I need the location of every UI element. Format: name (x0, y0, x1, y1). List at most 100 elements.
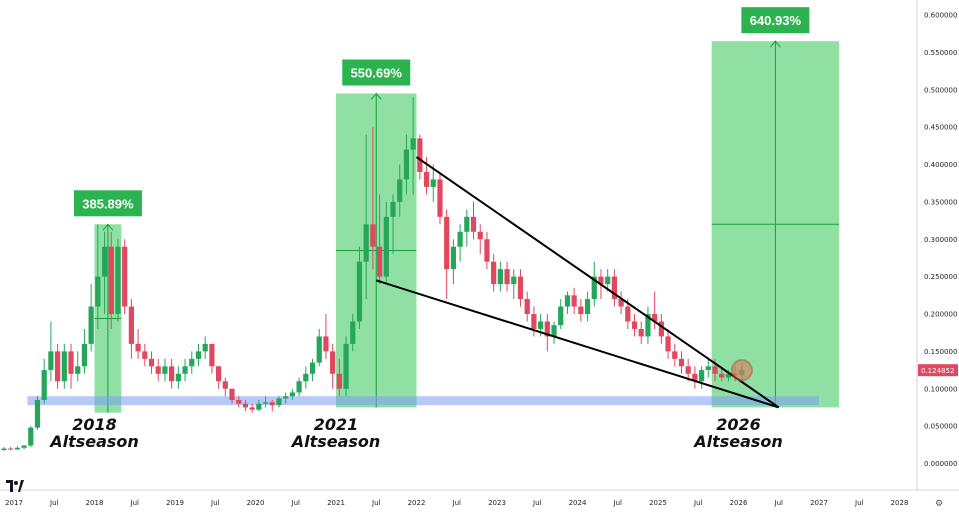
y-tick-label: 0.300000 (924, 236, 957, 244)
candle-body (343, 343, 349, 389)
candle-body (658, 321, 664, 337)
candle-body (155, 366, 161, 374)
candle-body (249, 407, 255, 410)
x-tick-label: 2018 (86, 499, 104, 507)
x-tick-label: 2022 (408, 499, 426, 507)
candle-body (631, 321, 638, 329)
candle-body (584, 299, 591, 314)
candle-body (625, 306, 631, 322)
annotation-text: Altseason (290, 432, 381, 451)
wedge-upper-line (415, 156, 780, 409)
percent-label: 385.89% (82, 196, 134, 211)
candle-body (504, 269, 510, 285)
candle-body (672, 351, 678, 359)
x-tick-label: 2017 (5, 499, 23, 507)
candle-body (444, 216, 450, 270)
candle-body (363, 224, 369, 262)
candle-body (705, 366, 711, 371)
x-tick-label: Jul (291, 499, 301, 507)
x-tick-label: 2019 (166, 499, 184, 507)
candle-body (229, 388, 235, 400)
candle-body (410, 138, 416, 150)
y-tick-label: 0.050000 (924, 423, 957, 431)
x-tick-label: Jul (693, 499, 703, 507)
percent-badge (342, 59, 411, 86)
candle-body (236, 399, 242, 404)
candle-body (618, 299, 624, 307)
candle-body (685, 366, 691, 374)
candle-body (591, 276, 597, 300)
support-band (27, 396, 819, 406)
candle-body (21, 445, 27, 448)
candle-body (169, 366, 175, 382)
y-tick-label: 0.500000 (924, 86, 957, 94)
y-tick-label: 0.350000 (924, 198, 957, 206)
x-tick-label: Jul (613, 499, 623, 507)
candle-body (356, 261, 363, 322)
candle-body (303, 373, 309, 382)
annotation-text: Altseason (48, 432, 139, 451)
chart-settings-icon[interactable]: ⚙ (935, 499, 944, 509)
y-tick-label: 0.250000 (924, 273, 957, 281)
candle-body (269, 402, 275, 406)
candle-body (558, 306, 564, 326)
candle-body (457, 231, 463, 247)
candle-body (470, 216, 477, 232)
candle-body (216, 366, 222, 382)
candle-body (544, 321, 550, 337)
arrow-head-icon (770, 40, 781, 48)
candle-body (665, 336, 671, 352)
candle-body (175, 373, 181, 382)
y-tick-label: 0.450000 (924, 124, 957, 132)
candle-body (309, 362, 316, 374)
annotation-year: 2021 (314, 415, 359, 434)
candle-body (645, 314, 651, 337)
candle-body (1, 448, 7, 451)
candle-body (14, 447, 20, 450)
candle-body (34, 399, 41, 428)
candle-body (75, 366, 81, 374)
candle-body (81, 343, 88, 367)
candle-body (108, 246, 114, 314)
candle-body (605, 276, 611, 285)
candle-body (195, 351, 202, 359)
candle-body (336, 373, 342, 389)
candle-body (182, 366, 188, 374)
tradingview-logo-icon (6, 479, 24, 492)
candle-body (497, 269, 503, 285)
candle-body (8, 448, 14, 450)
x-tick-label: Jul (49, 499, 59, 507)
x-tick-label: Jul (371, 499, 381, 507)
wedge-lower-line (375, 279, 780, 409)
candle-body (450, 246, 456, 270)
candle-body (403, 149, 410, 180)
x-tick-label: 2028 (891, 499, 909, 507)
y-tick-label: 0.550000 (924, 49, 957, 57)
x-tick-label: Jul (452, 499, 462, 507)
candle-body (383, 216, 389, 277)
candle-body (350, 321, 356, 344)
candle-body (712, 366, 718, 374)
candle-body (276, 398, 282, 406)
annotation-year: 2018 (72, 415, 117, 434)
candle-body (222, 381, 228, 389)
candle-body (202, 343, 208, 352)
percent-badge (741, 7, 810, 34)
x-tick-label: 2020 (247, 499, 265, 507)
candle-body (55, 351, 61, 382)
candle-body (397, 179, 403, 202)
y-tick-label: 0.200000 (924, 311, 957, 319)
y-tick-label: 0.100000 (924, 385, 957, 393)
candle-body (638, 328, 644, 337)
candle-body (61, 351, 67, 382)
x-tick-label: Jul (532, 499, 542, 507)
candle-body (464, 216, 470, 232)
candle-body (142, 351, 148, 359)
candle-body (652, 314, 658, 322)
candle-body (316, 336, 322, 363)
candle-body (551, 325, 557, 337)
candle-body (611, 276, 617, 300)
candle-body (571, 295, 577, 307)
candle-body (719, 373, 725, 378)
